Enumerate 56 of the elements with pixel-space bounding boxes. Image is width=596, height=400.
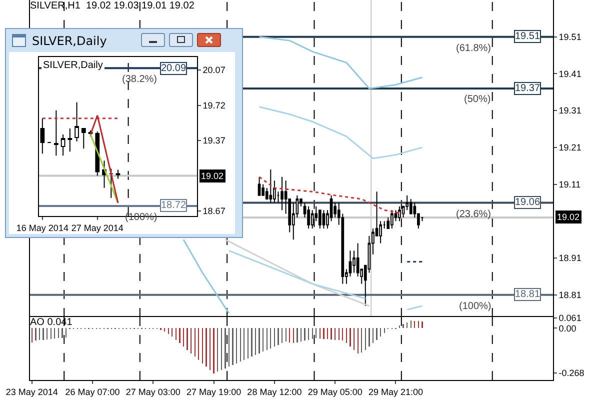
candlestick [322,210,326,230]
x-tick-label: 29 May 21:00 [368,386,423,397]
candlestick [60,134,66,156]
chart-subtitle: SILVER,Daily [43,60,103,71]
y-tick-label: 19.72 [202,100,226,110]
candlestick [280,176,284,211]
x-tick-label: 26 May 07:00 [65,386,120,397]
x-tick-label: 29 May 05:00 [308,386,362,397]
y-tick-label: 18.67 [202,206,226,216]
ref-line-label: 18.72 [161,200,186,211]
annotation: (50%) [464,94,491,105]
candlestick [307,206,310,230]
x-tick-label: 27 May 03:00 [126,386,180,397]
candlestick [54,110,58,156]
y-tick-label: 19.41 [558,68,582,79]
y-tick-label: 18.81 [558,290,582,300]
ref-line-label: 19.51 [515,31,540,42]
chart-title: SILVER,Daily [32,34,107,48]
y-tick-label: 19.37 [202,136,226,146]
y-tick-label: 19.31 [558,106,582,116]
line-series [258,36,423,90]
candlestick [258,176,261,196]
candlestick [68,128,72,152]
x-tick-label: 23 May 2014 [6,386,58,397]
annotation: 19.02 [201,171,224,181]
y-tick-label: 0.061 [558,313,582,324]
y-tick-label: 19.21 [558,142,582,153]
y-tick-label: 18.91 [558,253,582,264]
y-tick-label: 20.07 [202,65,226,76]
x-tick-label: 16 May 2014 [16,222,68,233]
line-series [258,176,404,215]
ref-line-label: 19.06 [515,197,540,208]
annotation: (23.6%) [456,209,492,220]
candlestick [318,210,322,230]
y-tick-label: -0.268 [558,368,584,378]
x-tick-label: 28 May 12:00 [247,386,302,397]
annotation: (61.8%) [456,43,492,54]
ref-line-label: 20.09 [161,63,186,74]
candlestick [269,169,272,204]
candlestick [409,198,412,214]
annotation: 19.02 [557,212,580,222]
y-tick-label: 19.51 [558,32,582,42]
candlestick [81,128,86,150]
line-series [258,106,423,160]
candlestick [108,168,114,198]
ref-line-label: 19.37 [515,83,540,94]
candlestick [116,169,120,180]
x-tick-label: 27 May 19:00 [186,386,242,397]
candlestick [390,210,394,230]
annotation: (38.2%) [122,74,158,85]
x-tick-label: 27 May 2014 [71,222,124,233]
y-tick-label: 19.11 [558,179,581,190]
annotation: (100%) [459,301,492,312]
ref-line-label: 18.81 [515,289,540,300]
y-tick-label: 0.00 [558,323,576,334]
candlestick [74,102,79,142]
